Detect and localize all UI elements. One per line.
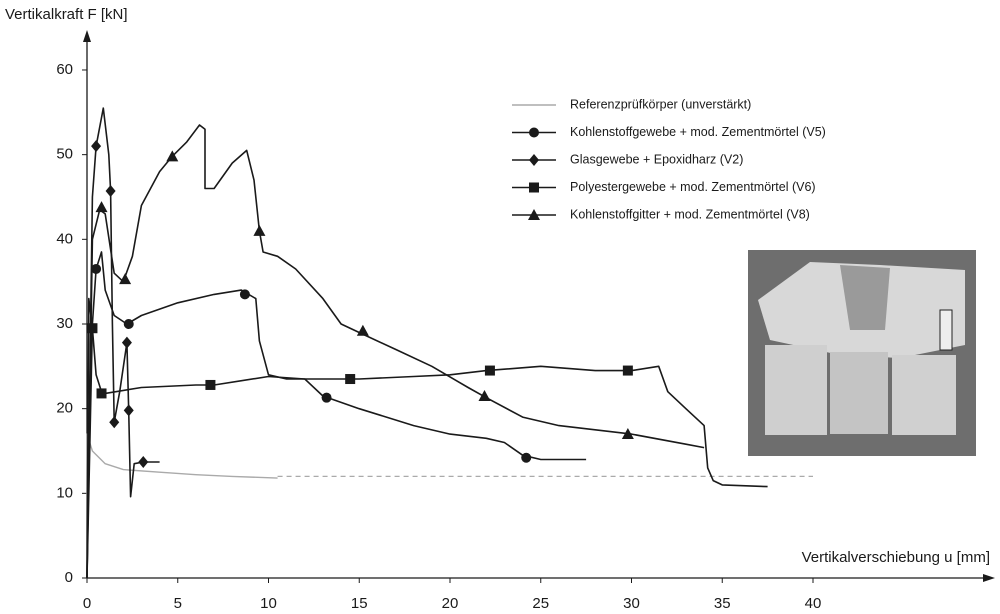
marker: [621, 428, 634, 440]
legend-label: Glasgewebe + Epoxidharz (V2): [570, 152, 743, 166]
x-tick-label: 20: [442, 595, 459, 612]
marker: [478, 389, 491, 401]
marker: [521, 452, 532, 463]
marker: [205, 379, 216, 390]
x-tick-label: 15: [351, 595, 368, 612]
legend-label: Referenzprüfkörper (unverstärkt): [570, 97, 751, 111]
x-axis-arrow: [983, 574, 995, 582]
marker: [109, 416, 120, 429]
x-tick-label: 10: [260, 595, 277, 612]
marker: [253, 224, 266, 236]
y-tick-label: 30: [56, 315, 73, 332]
photo-mesh: [840, 265, 890, 330]
legend-label: Kohlenstoffgitter + mod. Zementmörtel (V…: [570, 207, 810, 221]
x-tick-label: 5: [174, 595, 182, 612]
x-tick-label: 0: [83, 595, 91, 612]
y-tick-label: 20: [56, 400, 73, 417]
marker: [95, 201, 108, 213]
x-tick-label: 30: [623, 595, 640, 612]
marker: [356, 324, 369, 336]
marker: [484, 365, 495, 376]
marker: [91, 140, 102, 153]
y-tick-label: 0: [65, 569, 73, 586]
marker: [87, 323, 98, 334]
marker: [119, 273, 132, 285]
marker: [105, 185, 116, 198]
marker: [166, 150, 179, 162]
y-axis-label: Vertikalkraft F [kN]: [5, 6, 128, 23]
photo-scale: [939, 309, 953, 351]
photo-block: [765, 345, 827, 435]
marker: [321, 392, 332, 403]
marker: [239, 289, 250, 300]
marker: [138, 456, 149, 469]
photo-inset: [748, 250, 976, 456]
series-line: [86, 124, 705, 579]
y-tick-label: 10: [56, 484, 73, 501]
y-tick-label: 50: [56, 146, 73, 163]
photo-block: [892, 355, 956, 435]
photo-block: [830, 352, 888, 434]
series-line: [86, 433, 278, 578]
marker: [121, 336, 132, 349]
marker: [528, 209, 540, 220]
marker: [123, 404, 134, 417]
marker: [529, 182, 539, 193]
marker: [123, 318, 134, 329]
marker: [96, 388, 107, 399]
plot-area: 0 10 20 30 40 50 60 0 5 10 15 20 25 30 35 40: [56, 61, 821, 612]
y-tick-label: 60: [56, 61, 73, 78]
legend: Referenzprüfkörper (unverstärkt) Kohlenst…: [512, 97, 826, 221]
marker: [622, 365, 633, 376]
x-tick-label: 25: [532, 595, 549, 612]
legend-label: Polyestergewebe + mod. Zementmörtel (V6): [570, 180, 816, 194]
marker: [91, 263, 102, 274]
x-tick-label: 35: [714, 595, 731, 612]
x-tick-label: 40: [805, 595, 822, 612]
y-tick-label: 40: [56, 230, 73, 247]
marker: [345, 374, 356, 385]
x-axis-label: Vertikalverschiebung u [mm]: [802, 549, 990, 566]
marker: [529, 127, 539, 138]
y-axis-arrow: [83, 30, 91, 42]
series-line: [86, 251, 587, 579]
legend-label: Kohlenstoffgewebe + mod. Zementmörtel (V…: [570, 125, 826, 139]
marker: [529, 154, 539, 166]
series-line: [86, 297, 768, 579]
